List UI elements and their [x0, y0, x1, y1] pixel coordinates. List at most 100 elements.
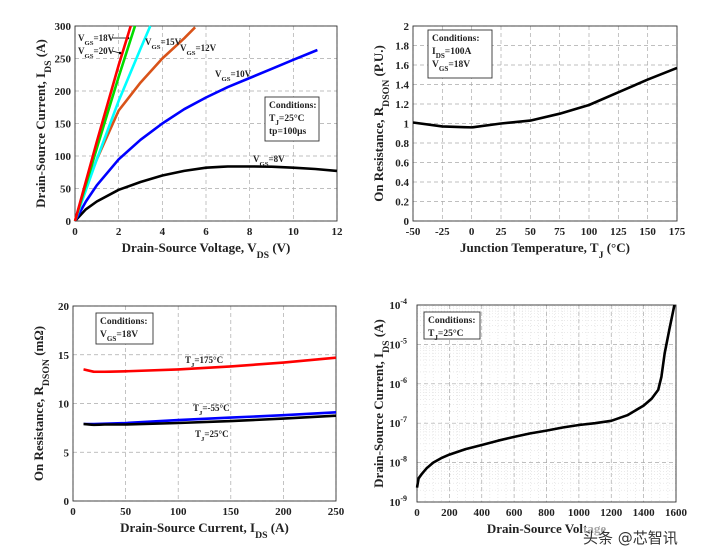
- x-tick-label: 150: [639, 226, 656, 238]
- series-label: TJ=-55°C: [193, 403, 230, 417]
- x-tick-label: 6: [203, 226, 209, 238]
- y-tick-label: 2: [404, 21, 410, 33]
- y-tick-label: 20: [58, 301, 70, 313]
- y-tick-label: 1.4: [395, 80, 409, 92]
- x-tick-label: 800: [538, 507, 555, 519]
- chart-panel-2: -50 -25 0 25 50 75 100 125 150 175 0 0.2 0.4 0.6 0.8 1 1…: [371, 21, 686, 261]
- x-tick-label: 1400: [633, 507, 656, 519]
- y-tick-label: 50: [60, 184, 72, 196]
- series-label: VGS=20V: [78, 46, 115, 60]
- x-tick-label: 400: [474, 507, 491, 519]
- series-line-1: [84, 358, 337, 372]
- x-tick-label: 200: [441, 507, 458, 519]
- x-tick-label: 25: [496, 226, 508, 238]
- series-line-4: [75, 26, 150, 221]
- y-tick-label: 300: [55, 21, 72, 33]
- series-label: VGS=15V: [145, 37, 182, 51]
- x-tick-label: 2: [116, 226, 122, 238]
- x-tick-label: 100: [170, 506, 187, 518]
- y-tick-label: 1: [404, 119, 410, 131]
- y-tick-label: 0.8: [395, 138, 409, 150]
- x-tick-label: 10: [288, 226, 300, 238]
- x-tick-label: 8: [247, 226, 253, 238]
- x-tick-label: 1200: [600, 507, 623, 519]
- conditions-line: Conditions:: [428, 316, 476, 326]
- x-axis-label: Drain-Source Voltage: [487, 521, 607, 536]
- y-tick-label: 1.6: [395, 60, 409, 72]
- conditions-line: Conditions:: [100, 317, 148, 327]
- plot-frame: [74, 25, 338, 222]
- x-tick-label: 600: [506, 507, 523, 519]
- x-tick-label: 0: [72, 226, 78, 238]
- chart-panel-3: 0 50 100 150 200 250 0 5 10 15 20 TJ=175°C TJ=-55°C T…: [31, 301, 345, 541]
- y-tick-label: 10-4: [389, 297, 407, 312]
- conditions-box: [264, 96, 320, 142]
- conditions-line: TJ=25°C: [269, 113, 305, 127]
- series-line-2: [75, 50, 317, 221]
- y-tick-label: 10-8: [389, 455, 407, 470]
- x-axis-label: Drain-Source Current, IDS (A): [120, 520, 289, 541]
- y-tick-label: 0: [66, 216, 72, 228]
- y-tick-label: 15: [58, 350, 70, 362]
- conditions-line: TJ=25°C: [428, 328, 464, 342]
- x-tick-label: 0: [70, 506, 76, 518]
- conditions-line: IDS=100A: [432, 47, 471, 60]
- x-tick-label: 0: [469, 226, 475, 238]
- y-tick-label: 100: [55, 151, 72, 163]
- x-tick-label: 250: [328, 506, 345, 518]
- y-tick-label: 250: [55, 54, 72, 66]
- series-line-6: [75, 26, 131, 221]
- annotation-arrowhead: [118, 51, 122, 55]
- y-axis-label: Drain-Source Current, IDS (A): [371, 319, 392, 488]
- series-line-1: [417, 305, 674, 488]
- series-label: TJ=25°C: [195, 429, 229, 443]
- series-line-1: [413, 68, 677, 128]
- y-tick-label: 0.4: [395, 177, 409, 189]
- conditions-line: VGS=18V: [432, 60, 470, 73]
- x-axis-label: Drain-Source Voltage, VDS (V): [122, 240, 291, 261]
- x-tick-label: 0: [414, 507, 420, 519]
- y-axis-label: On Resistance, RDSON (mΩ): [31, 326, 52, 481]
- x-tick-label: -25: [435, 226, 450, 238]
- x-tick-label: 100: [581, 226, 598, 238]
- x-tick-label: 75: [554, 226, 566, 238]
- y-axis-label: Drain-Source Current, IDS (A): [33, 39, 54, 208]
- y-tick-label: 0: [404, 216, 410, 228]
- series-line-1: [75, 166, 337, 221]
- x-axis-label: Junction Temperature, TJ (°C): [460, 240, 630, 261]
- y-tick-label: 1.8: [395, 41, 409, 53]
- y-tick-label: 10: [58, 399, 70, 411]
- series-label: VGS=10V: [215, 69, 252, 83]
- chart-panel-4: 0 200 400 600 800 1000 1200 1400 1600 10-9 10-8 10-…: [371, 297, 688, 536]
- x-tick-label: 200: [275, 506, 292, 518]
- x-tick-label: 175: [669, 226, 686, 238]
- series-label: VGS=12V: [180, 43, 217, 57]
- x-tick-label: 1600: [665, 507, 688, 519]
- y-tick-label: 10-7: [389, 415, 407, 430]
- x-tick-label: -50: [406, 226, 421, 238]
- y-tick-label: 0.6: [395, 158, 409, 170]
- series-label: TJ=175°C: [185, 355, 223, 369]
- watermark: 头条 @芯智讯: [583, 527, 678, 548]
- series-label: VGS=8V: [253, 154, 285, 168]
- y-tick-label: 10-9: [389, 494, 407, 509]
- x-tick-label: 12: [332, 226, 344, 238]
- conditions-line: Conditions:: [432, 34, 480, 44]
- conditions-line: tp=100μs: [269, 127, 306, 137]
- conditions-line: VGS=18V: [100, 330, 138, 343]
- plot-frame: [72, 305, 337, 502]
- x-tick-label: 1000: [568, 507, 591, 519]
- x-tick-label: 50: [525, 226, 537, 238]
- y-tick-label: 5: [64, 447, 70, 459]
- y-axis-label: On Resistance, RDSON (P.U.): [371, 45, 392, 202]
- y-tick-label: 0: [64, 496, 70, 508]
- y-tick-label: 10-5: [389, 336, 407, 351]
- y-tick-label: 10-6: [389, 376, 407, 391]
- annotation-arrow: [111, 50, 121, 54]
- plot-frame: [416, 304, 677, 503]
- x-tick-label: 125: [610, 226, 627, 238]
- x-tick-label: 150: [223, 506, 240, 518]
- series-label: VGS=18V: [78, 33, 115, 47]
- y-tick-label: 150: [55, 119, 72, 131]
